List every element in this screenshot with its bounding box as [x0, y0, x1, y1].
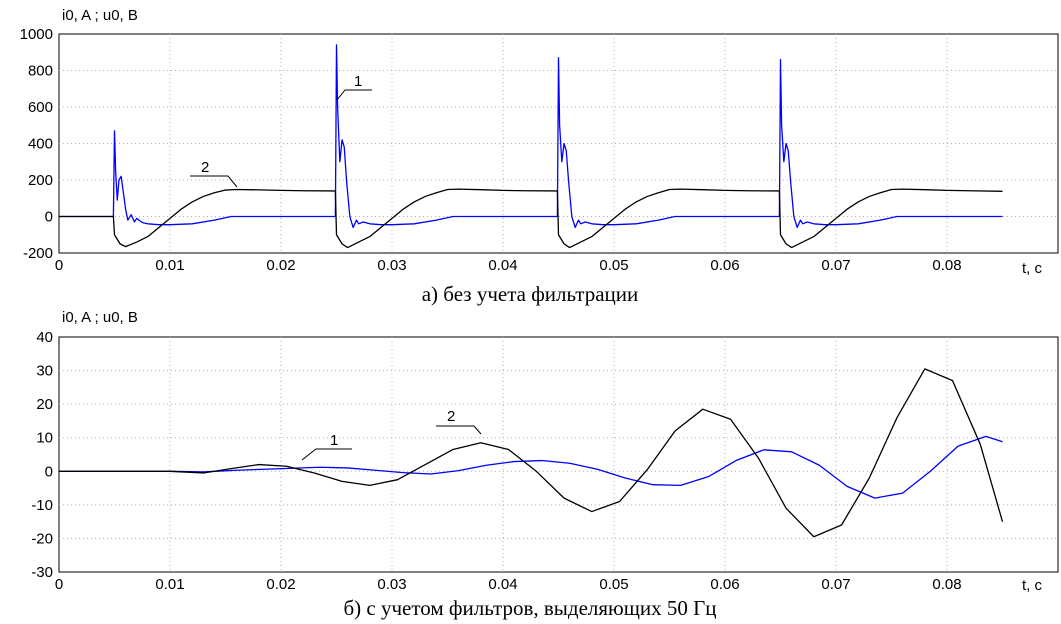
chart-b-annotation-1-leader	[301, 448, 352, 461]
chart-b-x-tick-label: 0.01	[155, 576, 184, 593]
chart-a-caption: а) без учета фильтрации	[422, 282, 639, 306]
chart-a-y-tick-label: -200	[23, 245, 53, 262]
chart-a-y-tick-label: 1000	[20, 26, 53, 43]
chart-a-annotation-2-leader	[190, 175, 238, 188]
chart-b-x-tick-label: 0.07	[821, 576, 850, 593]
chart-a-y-axis-label: i0, A ; u0, B	[62, 7, 138, 24]
chart-a-y-tick-label: 800	[28, 63, 53, 80]
chart-a-y-tick-label: 600	[28, 99, 53, 116]
chart-b-x-tick-label: 0.08	[932, 576, 961, 593]
chart-a-series-1-line	[59, 44, 1003, 229]
chart-b-y-tick-label: -30	[31, 564, 53, 581]
chart-a-series	[59, 44, 1003, 249]
chart-a-x-tick-label: 0.04	[488, 257, 517, 274]
chart-a-series-2-line	[59, 188, 1003, 249]
chart-a-grid	[59, 34, 1058, 253]
chart-b-grid	[59, 337, 1058, 572]
chart-b-x-tick-label: 0.06	[710, 576, 739, 593]
chart-b-y-tick-labels: 40 30 20 10 0 -10 -20 -30	[31, 329, 53, 581]
chart-b-frame	[58, 336, 1059, 573]
chart-a-x-tick-label: 0.01	[155, 257, 184, 274]
chart-a-x-tick-label: 0	[55, 257, 63, 274]
chart-a-annotation-1-leader	[336, 89, 372, 101]
chart-a-annotation-1: 1	[354, 73, 362, 90]
chart-a-annotation-2: 2	[201, 159, 209, 176]
chart-b-x-axis-label: t, c	[1022, 577, 1043, 594]
chart-a-x-tick-label: 0.03	[377, 257, 406, 274]
chart-a-y-tick-label: 400	[28, 136, 53, 153]
chart-a-y-tick-labels: 1000 800 600 400 200 0 -200	[20, 26, 53, 262]
chart-a-y-tick-label: 200	[28, 172, 53, 189]
chart-a-x-axis-label: t, c	[1022, 260, 1043, 277]
chart-b-y-tick-label: 30	[36, 363, 53, 380]
chart-b-y-axis-label: i0, A ; u0, B	[62, 309, 138, 326]
chart-b-x-tick-label: 0.03	[377, 576, 406, 593]
chart-a-x-tick-label: 0.07	[821, 257, 850, 274]
chart-b-annotation-1: 1	[330, 432, 338, 449]
chart-b-y-tick-label: 20	[36, 396, 53, 413]
chart-b-x-tick-label: 0.05	[599, 576, 628, 593]
chart-a-x-tick-labels: 0 0.01 0.02 0.03 0.04 0.05 0.06 0.07 0.08	[55, 257, 962, 274]
chart-a-y-tick-label: 0	[45, 209, 53, 226]
chart-b-x-tick-labels: 0 0.01 0.02 0.03 0.04 0.05 0.06 0.07 0.08	[55, 576, 962, 593]
chart-a-x-tick-label: 0.06	[710, 257, 739, 274]
chart-b-x-tick-label: 0	[55, 576, 63, 593]
chart-b-y-tick-label: -10	[31, 497, 53, 514]
chart-b: 40 30 20 10 0 -10 -20 -30 0 0.01 0.02 0.03 0.04 0.05…	[31, 309, 1059, 620]
chart-b-annotation-2-leader	[436, 425, 482, 435]
chart-a-x-tick-label: 0.08	[932, 257, 961, 274]
chart-b-annotation-2: 2	[447, 408, 455, 425]
chart-b-y-tick-label: 0	[45, 463, 53, 480]
chart-b-y-tick-label: -20	[31, 530, 53, 547]
chart-b-caption: б) с учетом фильтров, выделяющих 50 Гц	[343, 596, 716, 620]
chart-b-y-tick-label: 40	[36, 329, 53, 346]
chart-b-x-tick-label: 0.04	[488, 576, 517, 593]
chart-b-series	[59, 368, 1004, 538]
chart-a-x-tick-label: 0.05	[599, 257, 628, 274]
chart-b-y-tick-label: 10	[36, 430, 53, 447]
chart-a-x-tick-label: 0.02	[266, 257, 295, 274]
chart-b-series-2-line	[59, 368, 1004, 538]
chart-b-series-1-line	[59, 435, 1003, 499]
chart-b-x-tick-label: 0.02	[266, 576, 295, 593]
